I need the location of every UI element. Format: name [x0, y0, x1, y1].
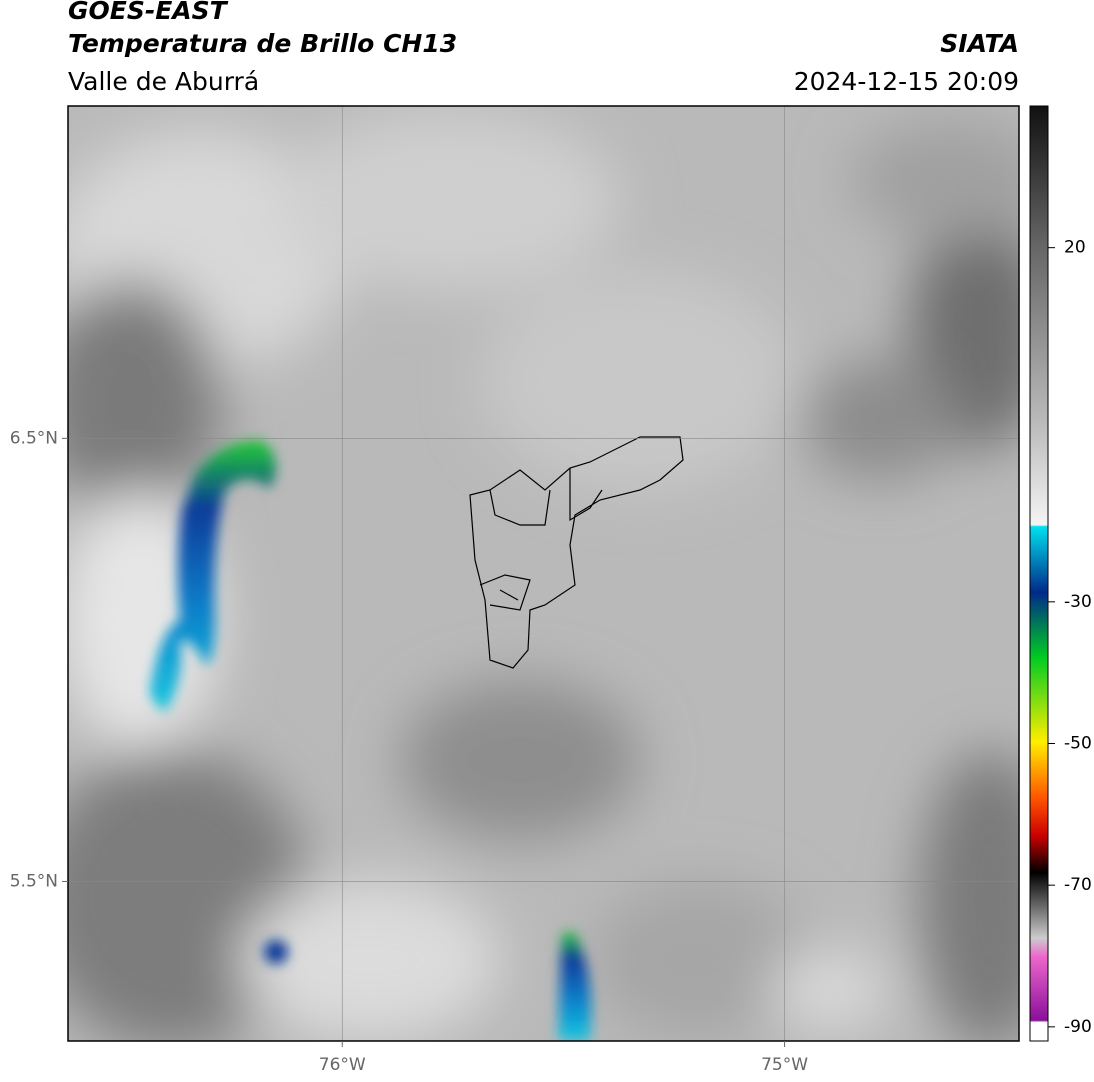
x-tick-label: 76°W — [319, 1055, 366, 1075]
map-frame — [67, 105, 1020, 1042]
colorbar — [1029, 105, 1049, 1042]
title: GOES-EAST — [68, 0, 229, 25]
colorbar-tick-label: -70 — [1064, 875, 1092, 895]
colorbar-tick-label: -30 — [1064, 592, 1092, 612]
map-image — [68, 106, 1019, 1041]
colorbar-tick-label: -50 — [1064, 734, 1092, 754]
timestamp: 2024-12-15 20:09 — [794, 67, 1019, 96]
subtitle: Temperatura de Brillo CH13 — [68, 29, 457, 58]
agency: SIATA — [940, 29, 1019, 58]
colorbar-tick-label: -90 — [1064, 1017, 1092, 1037]
region: Valle de Aburrá — [68, 67, 259, 96]
y-tick-label: 6.5°N — [10, 428, 58, 448]
municipal-boundaries — [469, 436, 684, 669]
grid-layer — [68, 106, 1019, 1041]
cold-clouds — [150, 440, 592, 1041]
colorbar-tick-label: 20 — [1064, 238, 1086, 258]
y-tick-label: 5.5°N — [10, 871, 58, 891]
x-tick-label: 75°W — [761, 1055, 808, 1075]
